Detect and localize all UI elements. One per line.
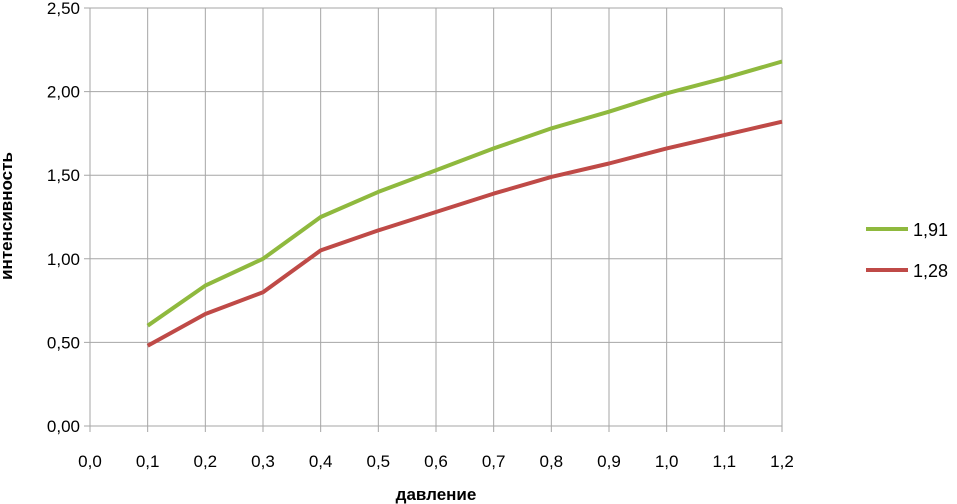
- grid: [84, 7, 783, 432]
- x-tick-labels: 0,0 0,1 0,2 0,3 0,4 0,5 0,6 0,7 0,8 0,9 1,0 1,1 1,2: [78, 452, 794, 471]
- series-line-2: [146, 119, 783, 348]
- y-tick-label: 1,50: [47, 166, 80, 185]
- x-tick-label: 0,9: [597, 452, 621, 471]
- x-axis-title: давление: [396, 485, 477, 504]
- y-tick-label: 0,50: [47, 333, 80, 352]
- x-tick-label: 0,5: [367, 452, 391, 471]
- x-tick-label: 0,7: [482, 452, 506, 471]
- legend-item: 1,28: [866, 261, 948, 281]
- x-tick-label: 0,8: [540, 452, 564, 471]
- legend: 1,91 1,28: [866, 220, 948, 281]
- x-tick-label: 1,2: [770, 452, 794, 471]
- y-tick-label: 2,50: [47, 0, 80, 18]
- y-tick-labels: 0,00 0,50 1,00 1,50 2,00 2,50: [47, 0, 80, 436]
- legend-item: 1,91: [866, 220, 948, 240]
- x-tick-label: 0,4: [309, 452, 333, 471]
- x-tick-label: 0,1: [136, 452, 160, 471]
- x-tick-label: 0,2: [194, 452, 218, 471]
- y-axis-title: интенсивность: [0, 152, 16, 280]
- y-tick-label: 2,00: [47, 83, 80, 102]
- y-tick-label: 0,00: [47, 417, 80, 436]
- series-line-1: [146, 59, 783, 328]
- x-tick-label: 0,6: [424, 452, 448, 471]
- x-tick-label: 1,0: [655, 452, 679, 471]
- series-lines: [146, 59, 783, 348]
- x-tick-label: 1,1: [713, 452, 737, 471]
- x-tick-label: 0,0: [78, 452, 102, 471]
- x-tick-label: 0,3: [251, 452, 275, 471]
- legend-label: 1,91: [913, 220, 948, 240]
- y-tick-label: 1,00: [47, 250, 80, 269]
- legend-label: 1,28: [913, 261, 948, 281]
